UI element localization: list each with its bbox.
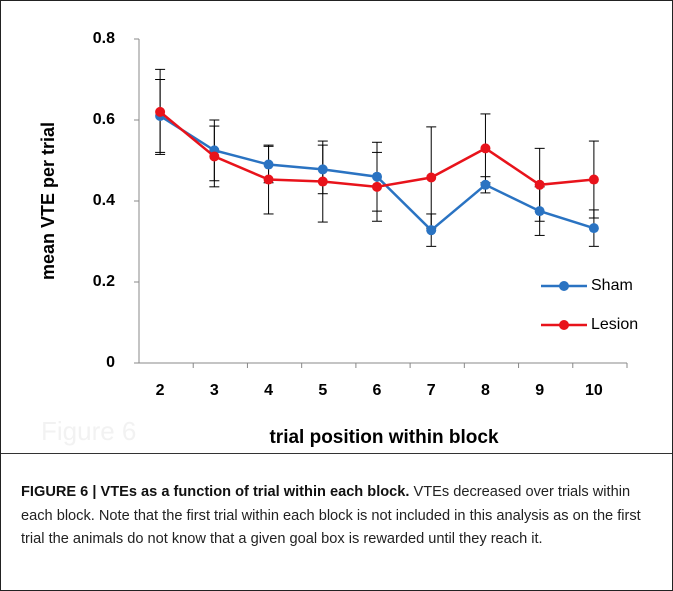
y-axis-title: mean VTE per trial: [38, 122, 58, 280]
legend-label: Sham: [591, 277, 633, 294]
legend-marker: [559, 320, 569, 330]
point: [155, 106, 166, 117]
x-axis-title: trial position within block: [269, 427, 498, 448]
y-tick-label: 0.8: [93, 30, 115, 47]
point: [534, 179, 545, 190]
point: [480, 179, 491, 190]
y-tick-label: 0.2: [93, 273, 115, 290]
legend-marker: [559, 281, 569, 291]
x-tick-label: 5: [318, 382, 327, 399]
point: [426, 225, 437, 236]
point: [372, 181, 382, 192]
watermark: Figure 6: [41, 416, 136, 446]
point: [209, 151, 220, 162]
point: [480, 143, 491, 154]
x-tick-label: 4: [264, 382, 273, 399]
chart: Figure 6 mean VTE per trial trial positi…: [38, 30, 638, 448]
x-tick-label: 6: [373, 382, 382, 399]
separator: [1, 453, 672, 454]
point: [317, 164, 328, 175]
point: [588, 174, 599, 185]
point: [534, 206, 545, 217]
x-tick-label: 10: [585, 382, 603, 399]
caption-text: VTEs decreased over trials within each b…: [21, 484, 641, 548]
y-tick-label: 0.4: [93, 192, 115, 209]
point: [263, 174, 274, 185]
y-tick-label: 0.6: [93, 111, 115, 128]
point: [263, 159, 274, 170]
point: [426, 172, 437, 183]
point: [372, 171, 382, 182]
point: [588, 223, 599, 234]
x-tick-label: 9: [535, 382, 544, 399]
x-tick-label: 7: [427, 382, 436, 399]
caption: FIGURE 6 | VTEs as a function of trial w…: [21, 481, 661, 552]
y-tick-label: 0: [106, 354, 115, 371]
x-tick-label: 8: [481, 382, 490, 399]
caption-label: FIGURE 6 | VTEs as a function of trial w…: [21, 484, 410, 500]
legend-label: Lesion: [591, 316, 638, 333]
x-tick-label: 3: [210, 382, 219, 399]
x-tick-label: 2: [156, 382, 165, 399]
point: [317, 176, 328, 187]
